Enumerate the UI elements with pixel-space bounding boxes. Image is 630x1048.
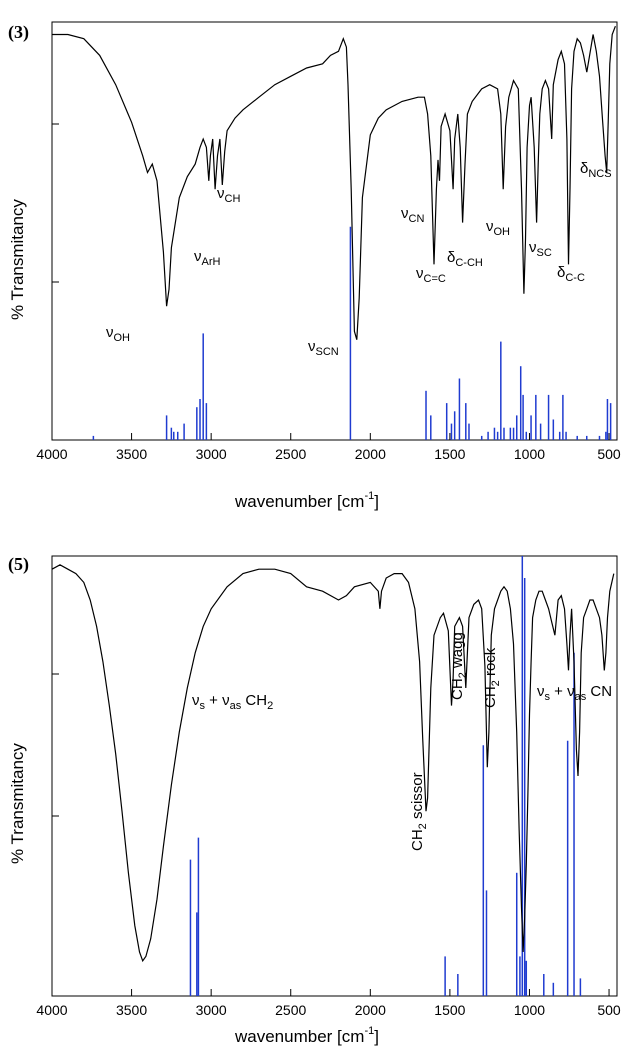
calculated-sticks xyxy=(92,226,612,440)
x-tick-label: 3500 xyxy=(116,1002,147,1018)
x-tick-label: 3000 xyxy=(196,1002,227,1018)
annotation-v-sc: νSC xyxy=(529,239,552,259)
annotation-v-ch: νCH xyxy=(217,185,240,205)
x-ticks xyxy=(51,989,610,996)
y-axis-title: % Transmitancy xyxy=(8,199,27,320)
annotation-v-cc: νC=C xyxy=(416,265,446,285)
annotation-v-cn: νCN xyxy=(401,205,424,225)
band-annotations: νOH νArH νCH νSCN νCN νC=C δC-CH νOH νSC… xyxy=(106,160,612,358)
x-tick-label: 2000 xyxy=(355,446,386,462)
x-tick-label: 1000 xyxy=(514,446,545,462)
annotation-v-oh: νOH xyxy=(106,324,130,344)
x-tick-label: 4000 xyxy=(36,446,67,462)
x-tick-label: 1000 xyxy=(514,1002,545,1018)
annotation-d-cc: δC-C xyxy=(557,264,585,284)
y-ticks xyxy=(52,123,59,283)
x-tick-label: 1500 xyxy=(434,1002,465,1018)
annotation-v-arh: νArH xyxy=(194,248,221,268)
x-tick-labels: 4000 3500 3000 2500 2000 1500 1000 500 xyxy=(36,446,621,462)
plot-frame xyxy=(51,21,618,441)
annotation-vs-vas-ch2: νs + νas CH2 xyxy=(192,692,273,712)
x-tick-label: 2000 xyxy=(355,1002,386,1018)
x-axis-title: wavenumber [cm-1] xyxy=(234,490,379,511)
x-tick-label: 4000 xyxy=(36,1002,67,1018)
x-tick-label: 3000 xyxy=(196,446,227,462)
annotation-v-scn: νSCN xyxy=(308,338,339,358)
spectrum-chart-5: 4000 3500 3000 2500 2000 1500 1000 500 (5) % Tr… xyxy=(8,554,621,1046)
annotation-ch2-scissor: CH2 scissor xyxy=(409,772,429,851)
plot-frame xyxy=(51,555,618,997)
spectrum-line xyxy=(51,564,615,963)
x-tick-label: 500 xyxy=(597,1002,621,1018)
annotation-ch2-wagg: CH2 wagg xyxy=(449,632,469,700)
panel-label: (3) xyxy=(8,22,29,43)
x-ticks xyxy=(51,433,610,440)
x-tick-label: 3500 xyxy=(116,446,147,462)
band-annotations: νs + νas CH2 CH2 scissor CH2 wagg CH2 ro… xyxy=(192,632,612,851)
spectrum-line xyxy=(52,25,616,340)
panel-label: (5) xyxy=(8,554,29,575)
x-tick-label: 500 xyxy=(597,446,621,462)
x-tick-label: 2500 xyxy=(275,1002,306,1018)
x-tick-label: 2500 xyxy=(275,446,306,462)
x-axis-title: wavenumber [cm-1] xyxy=(234,1025,379,1046)
annotation-vs-vas-cn: νs + νas CN xyxy=(537,683,612,703)
x-tick-label: 1500 xyxy=(434,446,465,462)
annotation-v-oh-2: νOH xyxy=(486,218,510,238)
y-axis-title: % Transmitancy xyxy=(8,743,27,864)
annotation-ch2-rock: CH2 rock xyxy=(482,647,502,708)
spectrum-chart-3: 4000 3500 3000 2500 2000 1500 1000 500 (3) % Tr… xyxy=(8,21,621,511)
annotation-d-ncs: δNCS xyxy=(580,160,612,180)
x-tick-labels: 4000 3500 3000 2500 2000 1500 1000 500 xyxy=(36,1002,621,1018)
annotation-d-cch: δC-CH xyxy=(447,249,483,269)
y-ticks xyxy=(52,673,59,817)
